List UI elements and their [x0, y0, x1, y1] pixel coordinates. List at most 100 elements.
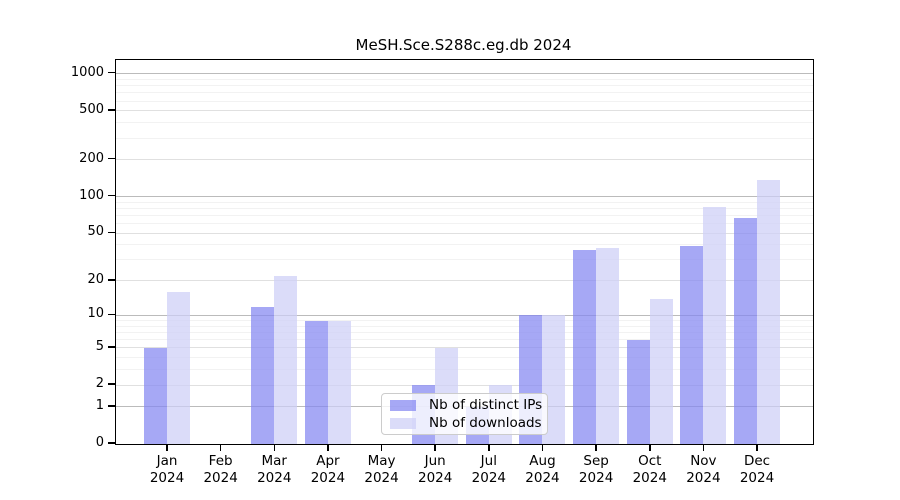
x-axis-year-text: 2024 [418, 470, 453, 486]
gridline-minor [116, 100, 813, 102]
gridline-major [116, 347, 813, 349]
x-axis-month-text: Apr [316, 453, 340, 469]
x-axis-tick-mark [702, 444, 705, 451]
x-axis-tick-mark [219, 444, 222, 451]
y-axis-tick-label: 0 [95, 435, 104, 450]
y-axis-tick-mark [108, 231, 115, 233]
bar-distinct-ips-sep [573, 250, 597, 444]
x-axis-month-label: May 2024 [352, 453, 412, 487]
x-axis-tick-mark [327, 444, 329, 451]
x-axis-month-text: Mar [261, 453, 287, 469]
x-axis-month-label: Sep 2024 [566, 453, 626, 487]
y-axis-tick-mark [108, 313, 115, 316]
x-axis-year-text: 2024 [310, 470, 346, 486]
y-axis-tick-mark [108, 157, 115, 160]
legend-label-distinct-ips: Nb of distinct IPs [429, 397, 543, 413]
gridline-major [116, 196, 813, 198]
gridline-major [116, 73, 813, 75]
x-axis-month-label: Jun 2024 [405, 453, 465, 487]
x-axis-month-text: Nov [690, 453, 717, 469]
x-axis-month-label: Dec 2024 [727, 453, 787, 487]
gridline-minor [116, 78, 813, 80]
x-axis-month-text: Jun [424, 453, 446, 469]
x-axis-month-label: Aug 2024 [512, 453, 572, 487]
bar-distinct-ips-mar [251, 306, 275, 444]
y-axis-tick-label: 1000 [70, 64, 104, 80]
x-axis-month-label: Apr 2024 [298, 453, 358, 487]
y-axis-tick-label: 500 [79, 101, 104, 117]
bar-distinct-ips-oct [626, 339, 650, 444]
gridline-minor [116, 332, 813, 334]
bar-distinct-ips-dec [734, 217, 758, 444]
x-axis-month-text: Sep [583, 453, 609, 469]
x-axis-tick-mark [756, 444, 758, 451]
gridline-minor [116, 85, 813, 87]
chart-title: MeSH.Sce.S288c.eg.db 2024 [355, 36, 572, 54]
x-axis-tick-mark [166, 444, 168, 451]
x-axis-tick-mark [595, 444, 597, 451]
bar-downloads-aug [542, 315, 566, 444]
legend-swatch-distinct-ips-icon [390, 399, 416, 411]
y-axis-tick-label: 100 [79, 187, 104, 203]
x-axis-year-text: 2024 [525, 470, 560, 486]
plot-area [115, 59, 814, 445]
bar-distinct-ips-nov [680, 246, 704, 444]
gridline-minor [116, 207, 813, 209]
gridline-minor [116, 122, 813, 124]
legend-swatch-downloads-icon [390, 417, 416, 429]
legend-entry-downloads: Nb of downloads [388, 414, 542, 432]
gridline-major [116, 110, 813, 112]
x-axis-month-label: Feb 2024 [191, 453, 251, 487]
y-axis-tick-mark [108, 109, 115, 111]
gridline-major [116, 280, 813, 282]
gridline-major [116, 314, 813, 316]
gridline-minor [116, 201, 813, 203]
x-axis-tick-mark [488, 444, 490, 451]
x-axis-month-text: Aug [529, 453, 556, 469]
bar-downloads-oct [649, 298, 673, 444]
y-axis-tick-mark [108, 442, 115, 444]
x-axis-month-text: Feb [208, 453, 233, 469]
x-axis-year-text: 2024 [686, 470, 721, 486]
gridline-major [116, 232, 813, 234]
y-axis-tick-label: 1 [95, 397, 104, 413]
gridline-major [116, 159, 813, 161]
bar-downloads-nov [703, 207, 727, 444]
bar-downloads-jan [167, 292, 190, 444]
x-axis-month-text: Dec [743, 453, 771, 469]
x-axis-month-text: Oct [638, 453, 662, 469]
gridline-minor [116, 244, 813, 246]
x-axis-tick-mark [649, 444, 651, 451]
legend: Nb of distinct IPs Nb of downloads [381, 393, 548, 435]
x-axis-year-text: 2024 [471, 470, 506, 486]
y-axis-tick-mark [108, 383, 115, 385]
bar-downloads-sep [596, 247, 620, 444]
x-axis-tick-mark [380, 444, 383, 451]
bar-downloads-dec [757, 179, 781, 444]
x-axis-year-text: 2024 [578, 470, 614, 486]
gridline-minor [116, 92, 813, 94]
gridline-minor [116, 215, 813, 217]
x-axis-tick-mark [541, 444, 544, 451]
gridline-minor [116, 223, 813, 225]
x-axis-tick-mark [434, 444, 436, 451]
y-axis-tick-label: 5 [95, 338, 104, 354]
bar-downloads-apr [327, 320, 351, 444]
y-axis-tick-mark [108, 194, 115, 197]
legend-label-downloads: Nb of downloads [429, 415, 542, 431]
y-axis-tick-label: 2 [95, 376, 104, 392]
x-axis-year-text: 2024 [257, 470, 292, 486]
bar-downloads-mar [274, 275, 298, 444]
x-axis-tick-mark [273, 444, 276, 451]
x-axis-month-label: Mar 2024 [244, 453, 304, 487]
x-axis-month-label: Oct 2024 [620, 453, 680, 487]
gridline-minor [116, 320, 813, 322]
gridline-major [116, 384, 813, 386]
x-axis-month-label: Nov 2024 [673, 453, 733, 487]
x-axis-year-text: 2024 [203, 470, 238, 486]
gridline-minor [116, 357, 813, 359]
y-axis-tick-mark [108, 279, 115, 281]
x-axis-year-text: 2024 [364, 470, 399, 486]
x-axis-month-label: Jul 2024 [459, 453, 519, 487]
